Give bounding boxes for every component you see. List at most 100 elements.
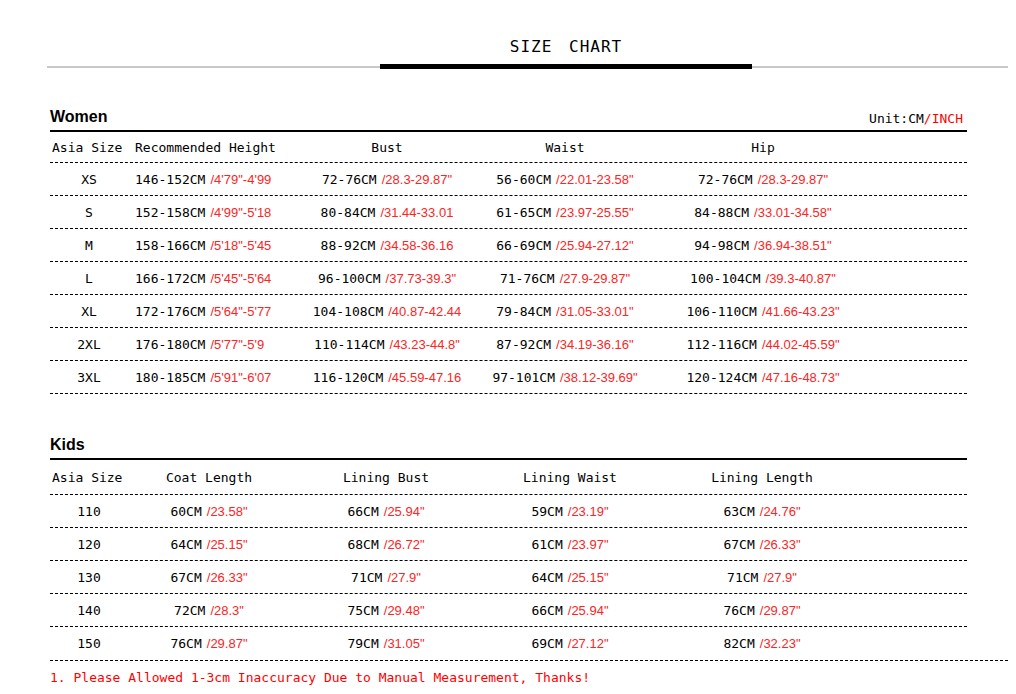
- cm-value: 66CM: [347, 504, 378, 519]
- inch-value: /34.19-36.16": [556, 337, 634, 352]
- kids-row-140: 140 72CM/28.3" 75CM/29.48" 66CM/25.94" 7…: [50, 594, 967, 627]
- asia-size-cell: XL: [50, 304, 128, 319]
- hip-cell: 106-110CM/41.66-43.23": [668, 304, 858, 319]
- cm-value: 80-84CM: [321, 205, 376, 220]
- lining-waist-cell: 61CM/23.97": [482, 537, 658, 552]
- lining-length-cell: 76CM/29.87": [658, 603, 866, 618]
- cm-value: 104-108CM: [313, 304, 383, 319]
- waist-cell: 79-84CM/31.05-33.01": [462, 304, 668, 319]
- cm-value: 56-60CM: [496, 172, 551, 187]
- height-cell: 180-185CM/5'91"-6'07: [128, 370, 312, 385]
- waist-cell: 71-76CM/27.9-29.87": [462, 271, 668, 286]
- cm-value: 79-84CM: [496, 304, 551, 319]
- cm-value: 64CM: [531, 570, 562, 585]
- column-header-lining-waist: Lining Waist: [482, 470, 658, 485]
- inch-value: /26.33": [760, 537, 801, 552]
- bust-cell: 80-84CM/31.44-33.01: [312, 205, 462, 220]
- cm-value: 166-172CM: [135, 271, 205, 286]
- column-header-bust: Bust: [312, 140, 462, 155]
- lining-bust-cell: 75CM/29.48": [290, 603, 482, 618]
- unit-label: Unit:CM/INCH: [869, 111, 963, 126]
- bust-cell: 116-120CM/45.59-47.16: [312, 370, 462, 385]
- lining-length-cell: 63CM/24.76": [658, 504, 866, 519]
- cm-value: 84-88CM: [694, 205, 749, 220]
- inch-value: /4'99"-5'18: [210, 205, 271, 220]
- inch-value: /5'18"-5'45: [210, 238, 271, 253]
- cm-value: 94-98CM: [694, 238, 749, 253]
- asia-size-cell: S: [50, 205, 128, 220]
- kids-row-150: 150 76CM/29.87" 79CM/31.05" 69CM/27.12" …: [50, 627, 967, 660]
- asia-size-cell: 120: [50, 537, 128, 552]
- inch-value: /29.87": [207, 636, 248, 651]
- women-row-s: S 152-158CM/4'99"-5'18 80-84CM/31.44-33.…: [50, 196, 967, 229]
- column-header-lining-length: Lining Length: [658, 470, 866, 485]
- waist-cell: 66-69CM/25.94-27.12": [462, 238, 668, 253]
- inch-value: /25.15": [568, 570, 609, 585]
- cm-value: 110-114CM: [314, 337, 384, 352]
- inch-value: /23.97": [568, 537, 609, 552]
- cm-value: 82CM: [723, 636, 754, 651]
- inch-value: /37.73-39.3": [386, 271, 456, 286]
- column-header-coat-length: Coat Length: [128, 470, 290, 485]
- inch-value: /23.58": [207, 504, 248, 519]
- inch-value: /26.72": [384, 537, 425, 552]
- cm-value: 146-152CM: [135, 172, 205, 187]
- asia-size-cell: 150: [50, 636, 128, 651]
- waist-cell: 61-65CM/23.97-25.55": [462, 205, 668, 220]
- inch-value: /27.9-29.87": [560, 271, 630, 286]
- coat-length-cell: 76CM/29.87": [128, 636, 290, 651]
- size-chart-page: SIZE CHART Women Unit:CM/INCH Asia Size …: [0, 0, 1016, 694]
- inch-value: /34.58-36.16: [380, 238, 453, 253]
- bust-cell: 110-114CM/43.23-44.8": [312, 337, 462, 352]
- title-underline: [380, 64, 752, 69]
- column-header-recommended-height: Recommended Height: [128, 140, 312, 155]
- column-header-asia-size: Asia Size: [50, 140, 128, 155]
- column-header-asia-size: Asia Size: [50, 470, 128, 485]
- page-header: SIZE CHART: [0, 0, 1016, 100]
- kids-size-table: Asia Size Coat Length Lining Bust Lining…: [50, 460, 967, 660]
- asia-size-cell: M: [50, 238, 128, 253]
- inch-value: /44.02-45.59": [762, 337, 840, 352]
- inch-value: /25.94-27.12": [556, 238, 634, 253]
- cm-value: 72-76CM: [698, 172, 753, 187]
- lining-waist-cell: 59CM/23.19": [482, 504, 658, 519]
- inch-value: /31.05-33.01": [556, 304, 634, 319]
- cm-value: 158-166CM: [135, 238, 205, 253]
- women-header-row: Asia Size Recommended Height Bust Waist …: [50, 132, 967, 163]
- height-cell: 146-152CM/4'79"-4'99: [128, 172, 312, 187]
- cm-value: 87-92CM: [496, 337, 551, 352]
- cm-value: 172-176CM: [135, 304, 205, 319]
- women-row-xs: XS 146-152CM/4'79"-4'99 72-76CM/28.3-29.…: [50, 163, 967, 196]
- bust-cell: 96-100CM/37.73-39.3": [312, 271, 462, 286]
- cm-value: 88-92CM: [321, 238, 376, 253]
- inch-value: /4'79"-4'99: [210, 172, 271, 187]
- cm-value: 71-76CM: [500, 271, 555, 286]
- inch-value: /31.44-33.01: [380, 205, 453, 220]
- women-section-title: Women: [50, 108, 107, 126]
- cm-value: 67CM: [170, 570, 201, 585]
- inch-value: /31.05": [384, 636, 425, 651]
- bust-cell: 104-108CM/40.87-42.44: [312, 304, 462, 319]
- asia-size-cell: 140: [50, 603, 128, 618]
- footer-divider: [50, 660, 1008, 661]
- women-section-head: Women Unit:CM/INCH: [50, 102, 967, 126]
- inch-value: /41.66-43.23": [762, 304, 840, 319]
- inch-value: /29.87": [760, 603, 801, 618]
- waist-cell: 97-101CM/38.12-39.69": [462, 370, 668, 385]
- waist-cell: 56-60CM/22.01-23.58": [462, 172, 668, 187]
- lining-waist-cell: 66CM/25.94": [482, 603, 658, 618]
- cm-value: 61CM: [531, 537, 562, 552]
- inch-value: /27.12": [568, 636, 609, 651]
- cm-value: 120-124CM: [686, 370, 756, 385]
- women-row-xl: XL 172-176CM/5'64"-5'77 104-108CM/40.87-…: [50, 295, 967, 328]
- column-header-waist: Waist: [462, 140, 668, 155]
- women-size-table: Asia Size Recommended Height Bust Waist …: [50, 132, 967, 394]
- asia-size-cell: 2XL: [50, 337, 128, 352]
- hip-cell: 112-116CM/44.02-45.59": [668, 337, 858, 352]
- inch-value: /23.19": [568, 504, 609, 519]
- asia-size-cell: 3XL: [50, 370, 128, 385]
- unit-cm-label: Unit:CM: [869, 111, 924, 126]
- inch-value: /43.23-44.8": [390, 337, 460, 352]
- kids-row-120: 120 64CM/25.15" 68CM/26.72" 61CM/23.97" …: [50, 528, 967, 561]
- women-row-m: M 158-166CM/5'18"-5'45 88-92CM/34.58-36.…: [50, 229, 967, 262]
